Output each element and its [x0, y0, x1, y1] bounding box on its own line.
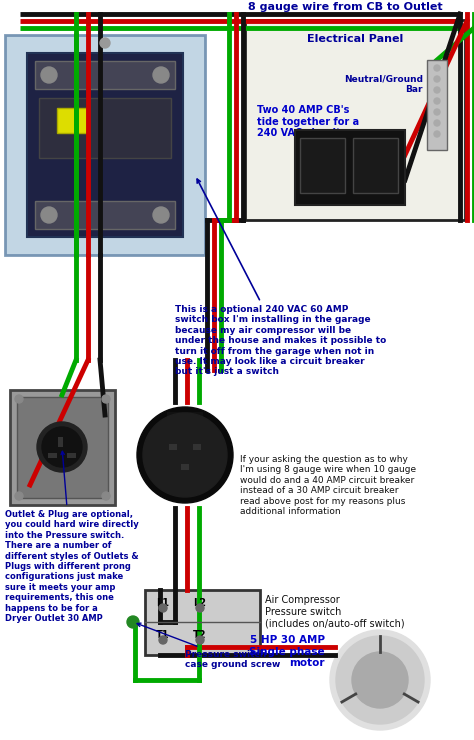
Circle shape [100, 38, 110, 48]
Circle shape [434, 87, 440, 93]
Circle shape [330, 630, 430, 730]
Bar [427, 60, 447, 150]
Text: If your asking the question as to why
I'm using 8 gauge wire when 10 gauge
would: If your asking the question as to why I'… [240, 455, 416, 516]
Bar [10, 390, 115, 505]
Bar [27, 53, 183, 237]
Bar [35, 61, 175, 89]
Circle shape [434, 65, 440, 71]
Text: T1: T1 [156, 630, 170, 640]
Circle shape [41, 207, 57, 223]
Bar [300, 138, 345, 193]
Circle shape [153, 67, 169, 83]
Circle shape [352, 652, 408, 708]
Circle shape [434, 98, 440, 104]
Circle shape [127, 616, 139, 628]
Circle shape [41, 67, 57, 83]
Bar [353, 138, 398, 193]
Circle shape [336, 636, 424, 724]
Bar [167, 412, 203, 475]
Circle shape [434, 131, 440, 137]
Circle shape [137, 407, 233, 503]
Circle shape [102, 395, 110, 403]
Circle shape [159, 604, 167, 612]
Bar [57, 108, 87, 133]
Text: Air Compressor
Pressure switch
(includes on/auto-off switch): Air Compressor Pressure switch (includes… [265, 595, 405, 628]
Text: Electrical Panel: Electrical Panel [307, 34, 403, 44]
Circle shape [196, 604, 204, 612]
Bar [245, 20, 465, 220]
Text: Neutral/Ground
Bar: Neutral/Ground Bar [344, 75, 423, 95]
Circle shape [42, 427, 82, 467]
Text: Two 40 AMP CB's
tide together for a
240 VAC circuit: Two 40 AMP CB's tide together for a 240 … [257, 105, 359, 138]
Circle shape [15, 395, 23, 403]
Text: 8 gauge wire from CB to Outlet: 8 gauge wire from CB to Outlet [248, 2, 442, 12]
Bar [58, 437, 63, 447]
Text: 5 HP 30 AMP
Single phase
motor: 5 HP 30 AMP Single phase motor [249, 635, 325, 668]
Circle shape [15, 492, 23, 500]
Text: This is a optional 240 VAC 60 AMP
switch box I'm installing in the garage
becaus: This is a optional 240 VAC 60 AMP switch… [175, 179, 386, 377]
Circle shape [159, 636, 167, 644]
Bar [35, 201, 175, 229]
Bar [5, 35, 205, 255]
Circle shape [37, 422, 87, 472]
Circle shape [434, 76, 440, 82]
Circle shape [434, 109, 440, 115]
Text: L2: L2 [193, 598, 207, 608]
Bar [181, 464, 189, 470]
Circle shape [434, 120, 440, 126]
Circle shape [153, 207, 169, 223]
Circle shape [102, 492, 110, 500]
Bar [17, 397, 108, 498]
Text: Pressure switch
case ground screw: Pressure switch case ground screw [137, 623, 281, 670]
Text: Outlet & Plug are optional,
you could hard wire directly
into the Pressure switc: Outlet & Plug are optional, you could ha… [5, 451, 139, 623]
Circle shape [143, 413, 227, 497]
Bar [145, 590, 260, 655]
Bar [169, 444, 177, 450]
Text: L1: L1 [156, 598, 170, 608]
Text: T2: T2 [193, 630, 207, 640]
Bar [295, 130, 405, 205]
Bar [48, 453, 57, 458]
Bar [193, 444, 201, 450]
Circle shape [196, 636, 204, 644]
Bar [39, 98, 171, 158]
Bar [67, 453, 76, 458]
